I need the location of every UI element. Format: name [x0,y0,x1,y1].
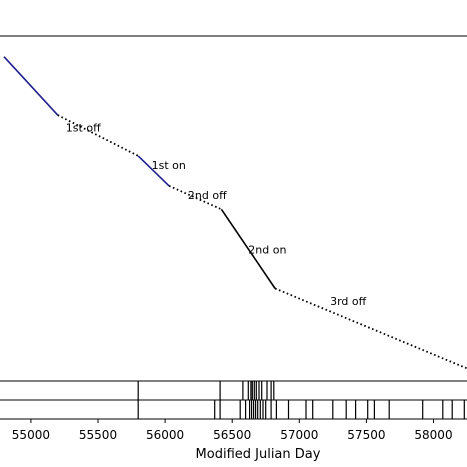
series-segment-6 [274,287,467,370]
series-segment-5 [220,208,276,289]
x-tick-label-5: 57000 [280,428,318,442]
annotation-5: 3rd off [330,295,367,308]
series-segment-3 [137,155,170,187]
annotation-2: 1st on [152,159,186,172]
series-segment-1 [3,56,59,116]
data-lines [3,56,467,370]
x-tick-label-6: 57500 [347,428,385,442]
x-tick-label-2: 55500 [79,428,117,442]
x-tick-label-4: 56500 [213,428,251,442]
event-markers [137,381,465,419]
x-axis: 55000 55500 56000 56500 57000 57500 58000 [12,419,453,442]
series-segment-4 [168,185,222,211]
x-axis-label: Modified Julian Day [196,447,321,462]
annotation-4: 2nd on [248,244,286,257]
annotation-3: 2nd off [188,189,227,202]
x-tick-label-1: 55000 [12,428,50,442]
annotations: 1st off 1st on 2nd off 2nd on 3rd off [66,122,367,308]
x-tick-label-7: 58000 [414,428,452,442]
event-panel [0,380,467,420]
x-tick-label-3: 56000 [146,428,184,442]
annotation-1: 1st off [66,122,101,135]
